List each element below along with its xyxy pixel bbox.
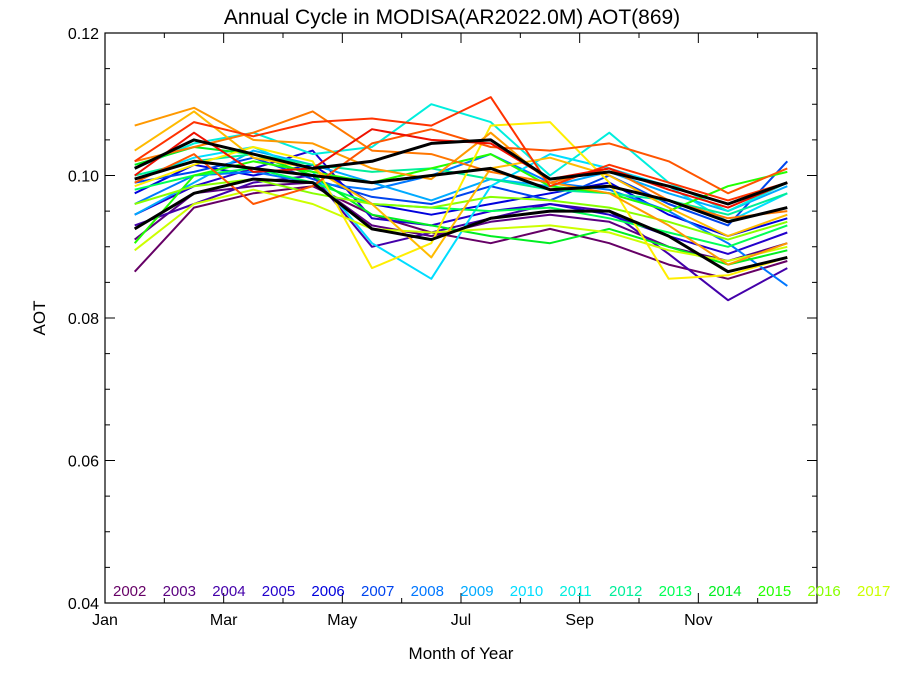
series-line-13	[133, 153, 788, 244]
ticks-layer: Jan Mar May Jul Sep Nov 0.04 0.06 0.08 0.10 0.12	[68, 26, 817, 629]
legend-entry-2005: 2005	[262, 583, 295, 600]
series-layer	[133, 96, 789, 302]
legend-entry-2008: 2008	[411, 583, 444, 600]
x-tick-label: Jan	[92, 612, 118, 629]
legend-entry-2010: 2010	[510, 583, 543, 600]
series-line-6	[134, 153, 788, 287]
series-line-3	[134, 149, 788, 255]
legend-entry-2014: 2014	[708, 583, 741, 600]
series-line-11	[134, 167, 788, 248]
legend-entry-2009: 2009	[460, 583, 493, 600]
legend-entry-2007: 2007	[361, 583, 394, 600]
legend-entry-2017: 2017	[857, 583, 890, 600]
legend-entry-2012: 2012	[609, 583, 642, 600]
series-line-24	[134, 159, 788, 224]
series-line-25	[133, 177, 788, 274]
y-tick-label: 0.10	[68, 169, 99, 186]
legend-entry-2015: 2015	[758, 583, 791, 600]
legend-entry-2011: 2011	[559, 583, 591, 600]
x-axis-label: Month of Year	[409, 644, 514, 663]
legend-entry-2006: 2006	[311, 583, 344, 600]
series-line-2	[134, 174, 788, 302]
x-tick-label: Jul	[451, 612, 471, 629]
legend: 2002 2003 2004 2005 2006 2007 2008 2009 2010 2011…	[113, 583, 890, 600]
x-tick-label: May	[327, 612, 357, 629]
chart-title: Annual Cycle in MODISA(AR2022.0M) AOT(86…	[224, 6, 680, 29]
series-line-23	[134, 138, 788, 206]
y-tick-label: 0.12	[68, 26, 99, 43]
legend-entry-2002: 2002	[113, 583, 146, 600]
x-tick-label: Sep	[565, 612, 594, 629]
legend-entry-2016: 2016	[807, 583, 840, 600]
series-line-17	[134, 110, 788, 259]
series-line-21	[134, 96, 788, 202]
y-tick-label: 0.08	[68, 311, 99, 328]
legend-entry-2003: 2003	[163, 583, 196, 600]
y-tick-label: 0.06	[68, 454, 99, 471]
y-tick-label: 0.04	[68, 596, 99, 613]
x-tick-label: Nov	[684, 612, 712, 629]
legend-entry-2004: 2004	[212, 583, 245, 600]
legend-entry-2013: 2013	[659, 583, 692, 600]
series-line-20	[134, 128, 788, 205]
x-tick-label: Mar	[210, 612, 238, 629]
series-line-15	[134, 188, 788, 262]
y-axis-label: AOT	[30, 301, 49, 336]
